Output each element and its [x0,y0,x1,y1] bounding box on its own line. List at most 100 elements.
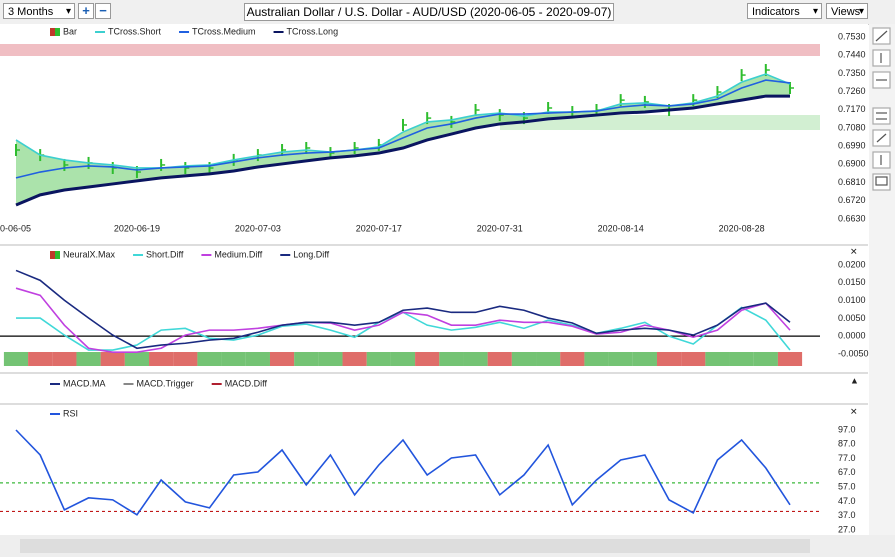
signal-segment [52,352,77,366]
y-tick-label: 0.7530 [838,31,866,41]
legend-label: TCross.Short [108,26,162,36]
signal-segment [729,352,754,366]
legend-swatch [50,28,55,36]
background [0,24,868,557]
y-tick-label: 0.0200 [838,259,866,269]
x-tick-label: 2020-08-28 [719,223,765,233]
y-tick-label: 0.7440 [838,50,866,60]
y-tick-label: 0.7170 [838,104,866,114]
legend-swatch [55,251,60,259]
signal-segment [100,352,125,366]
support-zone [500,115,820,130]
y-tick-label: 77.0 [838,453,856,463]
signal-segment [753,352,778,366]
period-dropdown[interactable]: 3 Months [3,3,75,20]
signal-segment [584,352,609,366]
signal-segment [342,352,367,366]
legend-label: MACD.MA [63,378,106,388]
series-line [15,269,791,350]
y-tick-label: 87.0 [838,439,856,449]
side-icons [872,27,891,191]
x-tick-label: 0-06-05 [0,223,31,233]
y-tick-label: 0.6990 [838,141,866,151]
legend-label: NeuralX.Max [63,249,116,259]
signal-segment [3,352,29,366]
signal-segment [560,352,585,366]
signal-segment [536,352,561,366]
y-tick-label: 0.0050 [838,313,866,323]
resistance-zone [0,44,820,56]
signal-segment [439,352,464,366]
legend-label: RSI [63,408,78,418]
signal-segment [149,352,174,366]
signal-segment [221,352,246,366]
legend-label: TCross.Medium [192,26,256,36]
indicators-dropdown[interactable]: Indicators [747,3,822,20]
legend-label: MACD.Trigger [137,378,194,388]
side-toolbar [869,24,895,557]
chart-area: ✕ ▲ ✕ 0.7530 0.7440 0.7350 0.7260 0.7170 0.70… [0,24,895,557]
legend-label: TCross.Long [287,26,339,36]
y-tick-label: 0.6810 [838,177,866,187]
zoom-out-button[interactable]: − [95,3,111,19]
scroll-thumb[interactable] [20,539,810,553]
y-tick-label: 0.0000 [838,331,866,341]
signal-segment [463,352,488,366]
signal-segment [245,352,270,366]
signal-segment [511,352,537,366]
y-tick-label: 27.0 [838,524,856,534]
x-tick-label: 2020-07-31 [477,223,523,233]
signal-segment [269,352,295,366]
legend-label: Short.Diff [146,249,184,259]
signal-segment [608,352,633,366]
y-tick-label: 0.6630 [838,213,866,223]
fib-tool[interactable] [872,107,891,125]
y-tick-label: 0.0100 [838,295,866,305]
zoom-in-button[interactable]: + [78,3,94,19]
views-dropdown[interactable]: Views [826,3,868,20]
signal-segment [28,352,53,366]
series-line [15,94,790,207]
plot-group [0,269,820,366]
y-tick-label: 97.0 [838,424,856,434]
legend-label: Medium.Diff [214,249,262,259]
signal-segment [197,352,222,366]
x-tick-label: 2020-08-14 [598,223,644,233]
signal-segment [415,352,440,366]
y-tick-label: 0.7080 [838,122,866,132]
y-tick-label: 0.6720 [838,195,866,205]
plot-group [0,429,820,516]
legend-label: MACD.Diff [225,378,268,388]
close-panel-icon[interactable]: ✕ [850,406,858,416]
comment-tool[interactable] [872,173,891,191]
signal-segment [487,352,512,366]
close-panel-icon[interactable]: ✕ [850,246,858,256]
chart-title: Australian Dollar / U.S. Dollar - AUD/US… [244,3,614,21]
signal-segment [318,352,343,366]
y-tick-label: 0.7350 [838,68,866,78]
signal-segment [681,352,706,366]
series-line [15,79,791,179]
signal-segment [777,352,803,366]
legend-label: Long.Diff [293,249,329,259]
signal-segment [124,352,150,366]
toolbar: 3 Months + − Australian Dollar / U.S. Do… [0,0,895,25]
x-tick-label: 2020-07-03 [235,223,281,233]
signal-segment [632,352,657,366]
x-tick-label: 2020-06-19 [114,223,160,233]
y-tick-label: 37.0 [838,510,856,520]
y-tick-label: 0.7260 [838,86,866,96]
signal-segment [294,352,319,366]
plot-group [15,64,794,207]
legend-label: Bar [63,26,77,36]
signal-segment [76,352,101,366]
y-tick-label: 67.0 [838,467,856,477]
legend-swatch [55,28,60,36]
series-line [15,429,791,516]
collapse-panel-icon[interactable]: ▲ [850,375,859,385]
y-tick-label: 47.0 [838,496,856,506]
signal-segment [366,352,391,366]
series-line [15,287,791,353]
y-tick-label: -0.0050 [838,348,869,358]
